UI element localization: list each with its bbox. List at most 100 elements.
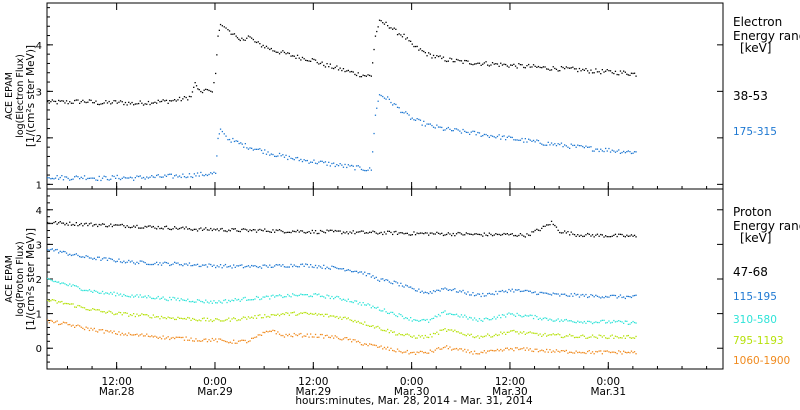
data-point <box>170 299 172 301</box>
data-point <box>362 74 364 76</box>
data-point <box>69 253 71 255</box>
data-point <box>303 159 305 161</box>
data-point <box>292 230 294 232</box>
data-point <box>144 103 146 105</box>
data-point <box>596 295 599 297</box>
data-point <box>503 349 505 351</box>
data-point <box>264 149 266 151</box>
data-point <box>311 295 313 298</box>
data-point <box>318 293 320 295</box>
data-point <box>274 265 276 267</box>
data-point <box>64 283 66 285</box>
data-point <box>324 335 327 337</box>
data-point <box>428 352 430 354</box>
data-point <box>337 317 340 320</box>
data-point <box>413 288 415 290</box>
data-point <box>593 72 595 74</box>
data-point <box>339 230 341 232</box>
data-point <box>400 282 402 284</box>
data-point <box>51 99 53 101</box>
data-point <box>167 173 169 176</box>
data-point <box>393 231 395 233</box>
data-point <box>454 314 456 316</box>
data-point <box>61 282 63 284</box>
data-point <box>611 235 613 237</box>
data-point <box>554 334 556 336</box>
data-point <box>547 224 549 226</box>
data-point <box>519 64 522 66</box>
data-point <box>157 264 159 266</box>
data-point <box>369 343 371 345</box>
data-point <box>97 256 99 258</box>
data-point <box>275 51 277 53</box>
data-point <box>97 291 99 293</box>
data-point <box>190 265 192 267</box>
data-point <box>92 258 94 260</box>
data-point <box>403 334 405 337</box>
data-point <box>283 156 286 158</box>
data-point <box>614 233 617 235</box>
data-point <box>252 229 254 231</box>
data-point <box>569 351 571 353</box>
data-point <box>516 331 518 333</box>
data-point <box>505 290 507 292</box>
data-point <box>300 263 302 266</box>
data-point <box>252 299 254 301</box>
data-point <box>79 305 81 307</box>
data-point <box>429 232 431 234</box>
data-point <box>149 296 151 298</box>
data-point <box>175 100 177 102</box>
data-point <box>182 336 184 339</box>
data-point <box>101 223 104 225</box>
data-point <box>88 309 91 311</box>
data-point <box>51 177 53 180</box>
data-point <box>264 264 266 266</box>
data-point <box>382 310 384 312</box>
data-point <box>195 228 197 230</box>
data-point <box>292 293 294 295</box>
data-point <box>451 313 453 315</box>
data-point <box>373 48 375 51</box>
data-point <box>326 229 328 231</box>
data-point <box>61 222 63 224</box>
data-point <box>69 101 71 103</box>
data-point <box>58 252 60 254</box>
data-point <box>526 347 528 349</box>
data-point <box>557 70 559 72</box>
data-point <box>393 103 395 105</box>
data-point <box>252 317 254 319</box>
data-point <box>177 228 179 230</box>
data-point <box>156 102 158 104</box>
data-point <box>542 350 544 352</box>
data-point <box>521 64 523 66</box>
data-point <box>329 229 331 231</box>
data-point <box>98 175 100 178</box>
data-point <box>477 353 479 355</box>
data-point <box>498 334 500 336</box>
data-point <box>469 316 471 319</box>
data-point <box>603 236 605 238</box>
data-point <box>510 347 512 350</box>
data-point <box>365 170 367 172</box>
data-point <box>601 336 603 338</box>
data-point <box>92 177 94 179</box>
data-point <box>337 337 340 340</box>
data-point <box>582 68 584 71</box>
data-point <box>192 229 194 231</box>
data-point <box>446 60 448 63</box>
data-point <box>390 311 392 313</box>
data-point <box>156 336 158 338</box>
data-point <box>570 320 572 322</box>
data-point <box>347 339 349 341</box>
data-point <box>532 332 535 334</box>
data-point <box>544 332 546 335</box>
data-point <box>56 223 58 225</box>
data-point <box>124 177 127 179</box>
data-point <box>313 159 315 161</box>
data-point <box>331 67 333 69</box>
data-point <box>146 333 148 335</box>
data-point <box>398 332 400 335</box>
data-point <box>485 234 487 236</box>
data-point <box>500 138 502 140</box>
data-point <box>473 130 476 133</box>
